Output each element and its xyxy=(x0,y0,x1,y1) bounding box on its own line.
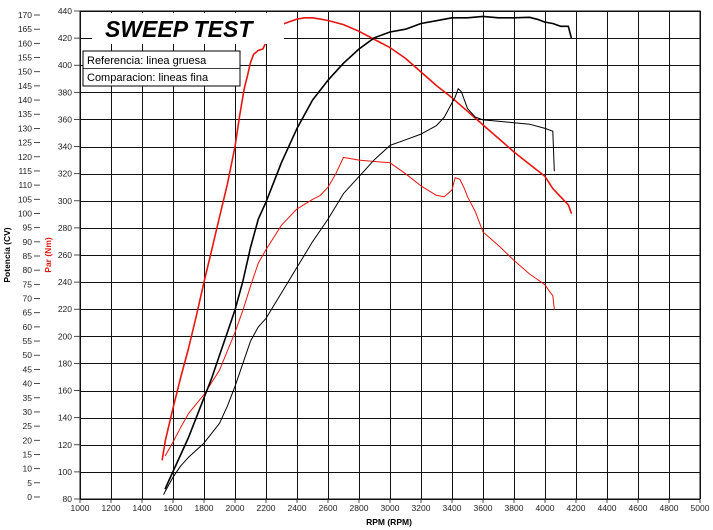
torque-tick-label-12: 320 xyxy=(58,169,72,179)
torque-tick-label-3: 140 xyxy=(58,413,72,423)
power-tick-label-1: 5 xyxy=(27,478,32,488)
x-tick-label-0: 1000 xyxy=(71,503,90,513)
power-tick-label-33: 165 xyxy=(18,24,32,34)
x-tick-label-17: 4400 xyxy=(598,503,617,513)
x-tick-label-14: 3800 xyxy=(505,503,524,513)
torque-tick-label-17: 420 xyxy=(58,33,72,43)
x-tick-label-7: 2400 xyxy=(288,503,307,513)
power-tick-label-15: 75 xyxy=(23,279,33,289)
power-tick-label-7: 35 xyxy=(23,393,33,403)
x-tick-label-16: 4200 xyxy=(567,503,586,513)
torque-tick-label-9: 260 xyxy=(58,250,72,260)
torque-tick-label-7: 220 xyxy=(58,304,72,314)
title-box xyxy=(92,13,284,44)
series-line-0 xyxy=(161,16,573,461)
power-tick-label-0: 0 xyxy=(27,492,32,502)
y-axis-title-torque: Par (Nm) xyxy=(43,237,53,273)
power-tick-label-3: 15 xyxy=(23,449,33,459)
torque-tick-label-14: 360 xyxy=(58,114,72,124)
power-tick-label-22: 110 xyxy=(18,180,32,190)
power-tick-label-14: 70 xyxy=(23,294,33,304)
power-tick-label-31: 155 xyxy=(18,53,32,63)
power-tick-label-19: 95 xyxy=(23,223,33,233)
power-tick-label-5: 25 xyxy=(23,421,33,431)
power-tick-label-28: 140 xyxy=(18,95,32,105)
torque-tick-label-2: 120 xyxy=(58,440,72,450)
power-tick-label-16: 80 xyxy=(23,265,33,275)
torque-tick-label-13: 340 xyxy=(58,142,72,152)
power-tick-label-17: 85 xyxy=(23,251,33,261)
x-tick-label-6: 2200 xyxy=(257,503,276,513)
torque-tick-label-6: 200 xyxy=(58,331,72,341)
series-layer xyxy=(161,15,573,495)
x-tick-label-13: 3600 xyxy=(474,503,493,513)
power-tick-label-21: 105 xyxy=(18,194,32,204)
left-axis-ticks: 0 5 10 15 20 25 30 35 40 45 50 55 60 65 70 75 80 85 90 95 10… xyxy=(18,6,80,504)
power-tick-label-34: 170 xyxy=(18,10,32,20)
power-tick-label-20: 100 xyxy=(18,208,32,218)
power-tick-label-4: 20 xyxy=(23,435,33,445)
power-tick-label-11: 55 xyxy=(23,336,33,346)
torque-tick-label-8: 240 xyxy=(58,277,72,287)
x-tick-label-12: 3400 xyxy=(443,503,462,513)
x-tick-label-3: 1600 xyxy=(164,503,183,513)
x-axis-ticks: 1000 1200 1400 1600 1800 2000 2200 2400 2600 2800… xyxy=(71,499,710,513)
x-tick-label-8: 2600 xyxy=(319,503,338,513)
torque-tick-label-5: 180 xyxy=(58,358,72,368)
y-axis-title-power: Potencia (CV) xyxy=(2,227,12,282)
torque-tick-label-11: 300 xyxy=(58,196,72,206)
x-axis-title: RPM (RPM) xyxy=(366,517,412,527)
x-tick-label-4: 1800 xyxy=(195,503,214,513)
power-tick-label-10: 50 xyxy=(23,350,33,360)
series-line-1 xyxy=(164,156,555,457)
torque-tick-label-4: 160 xyxy=(58,386,72,396)
power-tick-label-32: 160 xyxy=(18,38,32,48)
torque-tick-label-1: 100 xyxy=(58,467,72,477)
torque-tick-label-0: 80 xyxy=(63,494,73,504)
series-line-2 xyxy=(164,15,573,490)
power-tick-label-18: 90 xyxy=(23,237,33,247)
x-tick-label-11: 3200 xyxy=(412,503,431,513)
x-tick-label-2: 1400 xyxy=(133,503,152,513)
power-tick-label-24: 120 xyxy=(18,152,32,162)
power-tick-label-2: 10 xyxy=(23,464,33,474)
power-tick-label-8: 40 xyxy=(23,379,33,389)
chart-title: SWEEP TEST xyxy=(105,16,254,42)
power-tick-label-6: 30 xyxy=(23,407,33,417)
torque-tick-label-18: 440 xyxy=(58,6,72,16)
x-tick-label-18: 4600 xyxy=(629,503,648,513)
power-tick-label-27: 135 xyxy=(18,109,32,119)
power-tick-label-12: 60 xyxy=(23,322,33,332)
legend-reference: Referencia: linea gruesa xyxy=(87,55,207,67)
series-line-3 xyxy=(163,88,555,495)
power-tick-label-26: 130 xyxy=(18,123,32,133)
power-tick-label-23: 115 xyxy=(18,166,32,176)
x-tick-label-5: 2000 xyxy=(226,503,245,513)
x-tick-label-20: 5000 xyxy=(691,503,710,513)
power-tick-label-29: 145 xyxy=(18,81,32,91)
x-tick-label-19: 4800 xyxy=(660,503,679,513)
x-tick-label-1: 1200 xyxy=(102,503,121,513)
power-tick-label-25: 125 xyxy=(18,138,32,148)
torque-tick-label-16: 400 xyxy=(58,60,72,70)
power-tick-label-13: 65 xyxy=(23,308,33,318)
x-tick-label-15: 4000 xyxy=(536,503,555,513)
legend-comparison: Comparacion: lineas fina xyxy=(87,72,209,84)
x-tick-label-10: 3000 xyxy=(381,503,400,513)
power-tick-label-30: 150 xyxy=(18,67,32,77)
power-tick-label-9: 45 xyxy=(23,364,33,374)
torque-tick-label-10: 280 xyxy=(58,223,72,233)
x-tick-label-9: 2800 xyxy=(350,503,369,513)
torque-tick-label-15: 380 xyxy=(58,87,72,97)
